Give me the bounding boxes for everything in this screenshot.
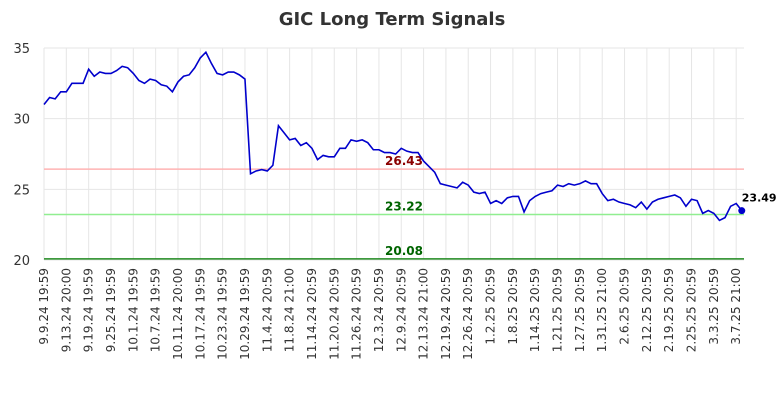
x-tick-label: 11.4.24 20:59	[260, 268, 274, 352]
x-tick-label: 12.19.24 20:59	[439, 268, 453, 360]
last-point	[738, 207, 746, 215]
x-tick-label: 11.20.24 20:59	[327, 268, 341, 360]
x-tick-label: 12.9.24 20:59	[394, 268, 408, 352]
chart-title: GIC Long Term Signals	[279, 9, 506, 30]
y-tick-label: 30	[13, 113, 30, 128]
x-tick-label: 1.27.25 20:59	[573, 268, 587, 352]
x-tick-label: 9.13.24 20:00	[59, 268, 73, 352]
x-tick-label: 12.3.24 20:59	[372, 268, 386, 352]
y-tick-label: 20	[13, 254, 30, 269]
x-tick-label: 2.25.25 20:59	[685, 268, 699, 352]
x-tick-label: 1.8.25 20:59	[506, 268, 520, 345]
series-line	[43, 50, 743, 222]
x-tick-label: 10.23.24 19:59	[216, 268, 230, 360]
x-tick-label: 3.3.25 20:59	[707, 268, 721, 345]
x-tick-label: 9.25.24 19:59	[104, 268, 118, 352]
y-tick-label: 25	[13, 183, 30, 198]
x-tick-label: 9.19.24 19:59	[82, 268, 96, 352]
x-tick-label: 1.21.25 20:59	[551, 268, 565, 352]
x-tick-label: 10.17.24 19:59	[193, 268, 207, 360]
reference-label: 20.08	[385, 244, 423, 258]
x-tick-label: 12.13.24 21:00	[417, 268, 431, 360]
last-value-label: 23.49	[742, 192, 777, 205]
x-tick-label: 3.7.25 21:00	[729, 268, 743, 345]
x-tick-label: 1.14.25 20:59	[528, 268, 542, 352]
x-tick-label: 11.14.24 20:59	[305, 268, 319, 360]
x-tick-label: 11.26.24 20:59	[350, 268, 364, 360]
x-tick-label: 10.29.24 19:59	[238, 268, 252, 360]
x-tick-label: 11.8.24 21:00	[283, 268, 297, 352]
x-tick-label: 2.19.25 20:59	[662, 268, 676, 352]
x-tick-label: 10.11.24 20:00	[171, 268, 185, 360]
y-tick-label: 35	[13, 42, 30, 57]
reference-label: 23.22	[385, 199, 423, 213]
x-tick-label: 10.7.24 19:59	[149, 268, 163, 352]
x-tick-label: 1.31.25 21:00	[595, 268, 609, 352]
x-tick-label: 10.1.24 19:59	[126, 268, 140, 352]
x-tick-label: 9.9.24 19:59	[37, 268, 51, 345]
x-tick-label: 2.12.25 20:59	[640, 268, 654, 352]
x-tick-label: 2.6.25 20:59	[618, 268, 632, 345]
x-tick-label: 12.26.24 20:59	[461, 268, 475, 360]
x-tick-label: 1.2.25 20:59	[484, 268, 498, 345]
reference-label: 26.43	[385, 154, 423, 168]
